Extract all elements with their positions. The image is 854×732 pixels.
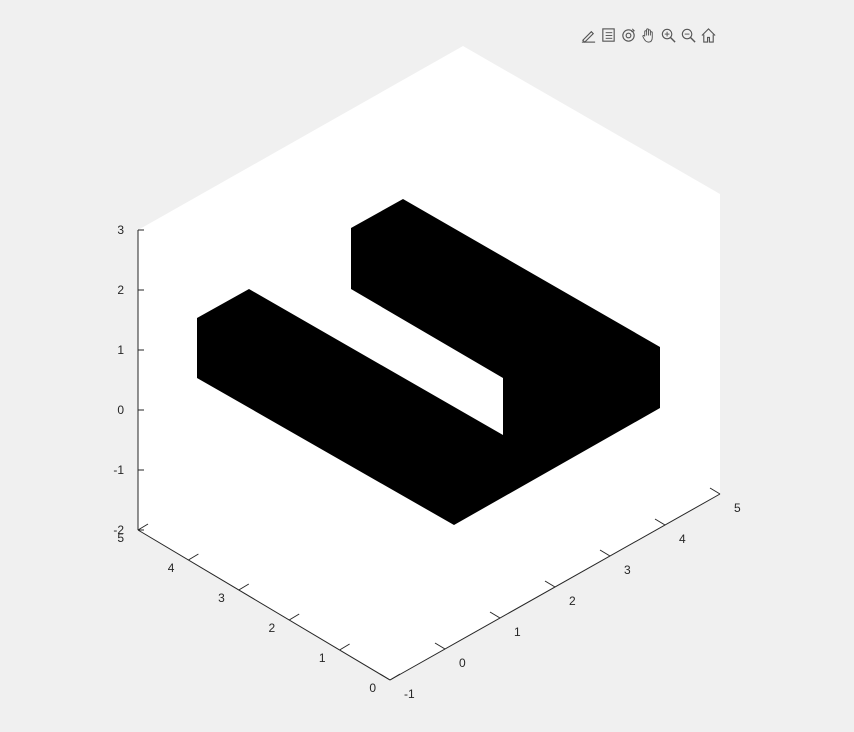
edit-plot-icon [581, 30, 595, 43]
z-tick-label: 0 [117, 403, 124, 417]
y-tick-label: 5 [117, 531, 124, 545]
edit-plot-button[interactable] [578, 24, 598, 46]
y-tick-label: 2 [269, 621, 276, 635]
z-tick-label: 3 [117, 223, 124, 237]
axes-background[interactable] [138, 46, 720, 680]
insert-legend-icon [601, 27, 615, 42]
y-tick-label: 0 [369, 681, 376, 695]
y-tick-label: 1 [319, 651, 326, 665]
x-tick [489, 611, 501, 619]
axis-ticks [137, 229, 721, 681]
y-tick [339, 643, 350, 651]
x-tick [599, 549, 611, 557]
home-button[interactable] [698, 24, 718, 46]
x-tick [709, 487, 721, 495]
x-tick-label: 2 [569, 594, 576, 608]
z-tick-label: 1 [117, 343, 124, 357]
y-tick [288, 613, 300, 621]
zoom-out-icon [681, 28, 696, 43]
zoom-in-button[interactable] [658, 24, 678, 46]
y-tick [188, 553, 199, 561]
pan-icon [641, 27, 653, 43]
y-tick [238, 583, 250, 591]
x-tick-label: 4 [679, 532, 686, 546]
axis-tick-labels: -2 -1 0 1 2 3 0 1 2 3 4 5 -1 0 1 2 3 4 5 [113, 223, 741, 701]
z-tick-label: 2 [117, 283, 124, 297]
x-tick-label: 0 [459, 656, 466, 670]
x-tick [379, 673, 391, 681]
zoom-out-button[interactable] [678, 24, 698, 46]
y-tick-label: 3 [218, 591, 225, 605]
axes-toolbar [578, 24, 720, 46]
u-shaped-solid [197, 199, 660, 525]
rotate-3d-icon [621, 28, 635, 42]
z-tick-label: -2 [113, 523, 124, 537]
x-tick-label: 5 [734, 501, 741, 515]
x-tick [544, 580, 556, 588]
home-icon [700, 27, 716, 43]
x-tick [434, 642, 446, 650]
x-tick-label: 3 [624, 563, 631, 577]
y-tick [389, 673, 401, 681]
y-axis-line [137, 529, 391, 681]
x-tick-label: -1 [404, 687, 415, 701]
zoom-in-icon [661, 28, 676, 43]
y-tick [137, 523, 149, 531]
insert-legend-button[interactable] [598, 24, 618, 46]
pan-button[interactable] [638, 24, 658, 46]
y-tick-label: 4 [168, 561, 175, 575]
x-tick-label: 1 [514, 625, 521, 639]
rotate-3d-button[interactable] [618, 24, 638, 46]
z-tick-label: -1 [113, 463, 124, 477]
x-tick [654, 518, 666, 526]
